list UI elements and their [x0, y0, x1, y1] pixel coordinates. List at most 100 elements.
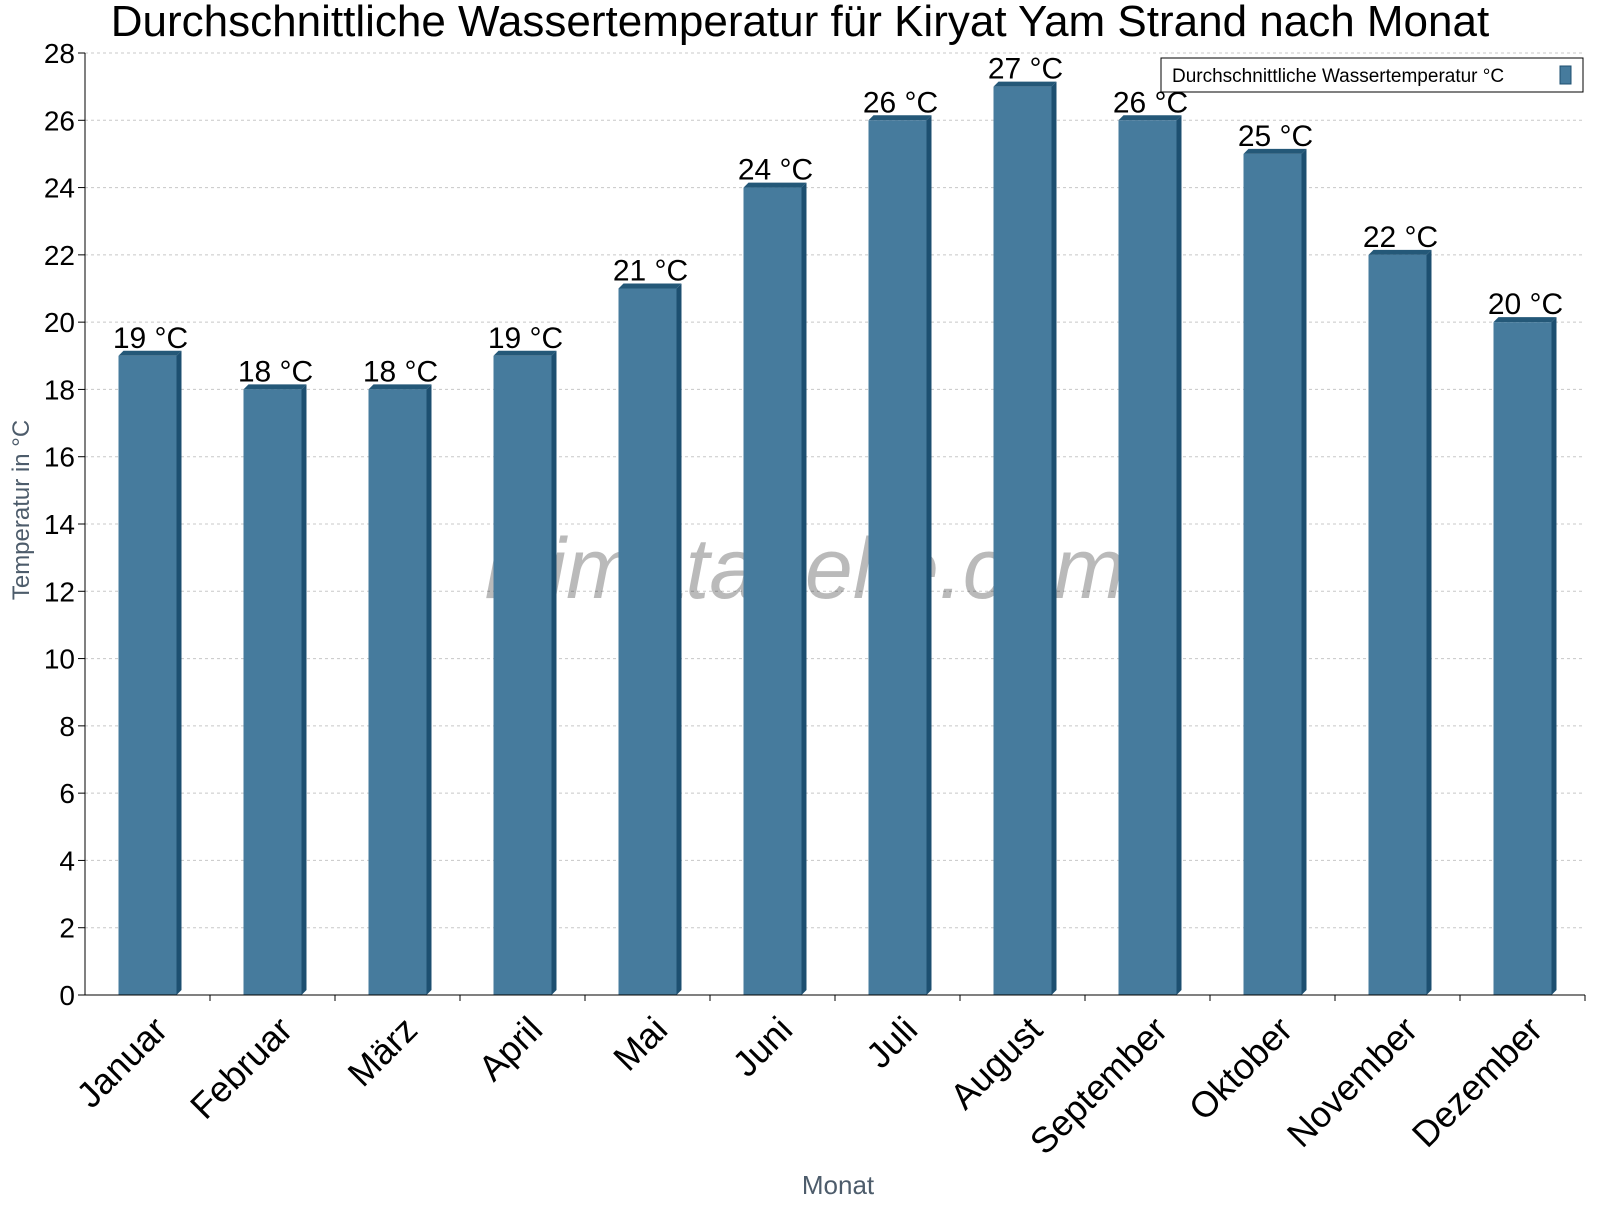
data-label: 25 °C	[1238, 120, 1313, 153]
x-tick-label: März	[340, 1009, 426, 1095]
data-label: 19 °C	[113, 322, 188, 355]
legend-label: Durchschnittliche Wassertemperatur °C	[1172, 66, 1504, 87]
x-axis-title: Monat	[802, 1170, 875, 1200]
y-tick-label: 10	[44, 644, 75, 675]
bar	[1368, 254, 1427, 995]
bar-group	[493, 350, 557, 995]
data-label: 20 °C	[1488, 288, 1563, 321]
bar	[993, 86, 1052, 995]
bar-group	[868, 115, 932, 996]
data-label: 18 °C	[363, 355, 438, 388]
bar	[1493, 322, 1552, 996]
legend-swatch	[1559, 65, 1572, 85]
bar-top	[243, 384, 307, 390]
data-label: 21 °C	[613, 255, 688, 288]
bar-top	[1368, 249, 1432, 255]
y-tick-label: 22	[44, 240, 75, 271]
bar	[618, 288, 677, 995]
bar-side	[1176, 115, 1182, 996]
x-tick-label: August	[942, 1009, 1050, 1117]
bar-top	[493, 350, 557, 356]
bar-side	[1051, 81, 1057, 995]
bar-side	[801, 182, 807, 996]
bar	[243, 389, 302, 995]
bar-side	[426, 384, 432, 995]
legend-box	[1160, 57, 1584, 93]
x-tick-label: September	[1022, 1009, 1176, 1163]
y-tick-label: 26	[44, 105, 75, 136]
bar	[368, 389, 427, 995]
bar	[493, 355, 552, 995]
y-tick-label: 18	[44, 374, 75, 405]
y-tick-label: 16	[44, 442, 75, 473]
bar-group	[243, 384, 307, 995]
bar	[868, 120, 927, 996]
x-tick-label: Januar	[68, 1009, 175, 1116]
bar-top	[1118, 115, 1182, 121]
axes	[78, 52, 1586, 1001]
data-label: 22 °C	[1363, 221, 1438, 254]
data-label: 19 °C	[488, 322, 563, 355]
data-label: 18 °C	[238, 355, 313, 388]
bar-top	[368, 384, 432, 390]
y-tick-label: 6	[59, 778, 75, 809]
x-tick-label: April	[470, 1009, 550, 1089]
data-label: 27 °C	[988, 53, 1063, 86]
bar-side	[676, 283, 682, 995]
x-tick-labels: Januar Februar März April Mai Juni Juli AugustS…	[68, 1009, 1550, 1163]
bar-top	[993, 81, 1057, 87]
y-tick-label: 0	[59, 980, 75, 1011]
bar-group	[368, 384, 432, 995]
y-tick-label: 14	[44, 509, 75, 540]
bar-top	[118, 350, 182, 356]
bar	[1243, 153, 1302, 995]
x-tick-label: Dezember	[1404, 1009, 1550, 1155]
x-tick-label: Mai	[605, 1009, 675, 1079]
chart-title: Durchschnittliche Wassertemperatur für K…	[111, 0, 1489, 46]
bar-side	[301, 384, 307, 995]
x-tick-label: November	[1279, 1009, 1425, 1155]
bar-side	[926, 115, 932, 996]
legend: Durchschnittliche Wassertemperatur °C	[1160, 57, 1584, 93]
y-tick-label: 12	[44, 576, 75, 607]
bar-side	[176, 350, 182, 995]
bars	[118, 81, 1557, 996]
y-axis-title: Temperatur in °C	[8, 420, 35, 600]
bar-group	[118, 350, 182, 995]
bar-top	[1493, 317, 1557, 323]
bar-top	[743, 182, 807, 188]
bar-top	[618, 283, 682, 289]
x-tick-label: Juni	[724, 1009, 800, 1085]
bar-group	[743, 182, 807, 996]
bar-group	[1243, 148, 1307, 995]
y-tick-label: 24	[44, 173, 75, 204]
bar-group	[1118, 115, 1182, 996]
bar-side	[1426, 249, 1432, 995]
bar-group	[1493, 317, 1557, 996]
bar	[118, 355, 177, 995]
bar	[743, 187, 802, 996]
x-tick-label: Februar	[182, 1009, 300, 1127]
x-tick-label: Oktober	[1181, 1009, 1301, 1129]
data-labels: 19 °C 18 °C 18 °C 19 °C 21 °C 24 °C 26 °C 27 °C…	[113, 53, 1563, 389]
y-tick-label: 8	[59, 711, 75, 742]
gridlines	[85, 52, 1585, 929]
bar-group	[1368, 249, 1432, 995]
bar-top	[868, 115, 932, 121]
data-label: 26 °C	[863, 86, 938, 119]
y-tick-label: 20	[44, 307, 75, 338]
x-tick-label: Juli	[858, 1009, 925, 1076]
y-tick-label: 28	[44, 38, 75, 69]
bar-side	[1551, 317, 1557, 996]
bar	[1118, 120, 1177, 996]
bar-side	[551, 350, 557, 995]
y-tick-label: 2	[59, 913, 75, 944]
bar-group	[618, 283, 682, 995]
bar-top	[1243, 148, 1307, 154]
bar-group	[993, 81, 1057, 995]
data-label: 24 °C	[738, 154, 813, 187]
y-tick-label: 4	[59, 845, 75, 876]
